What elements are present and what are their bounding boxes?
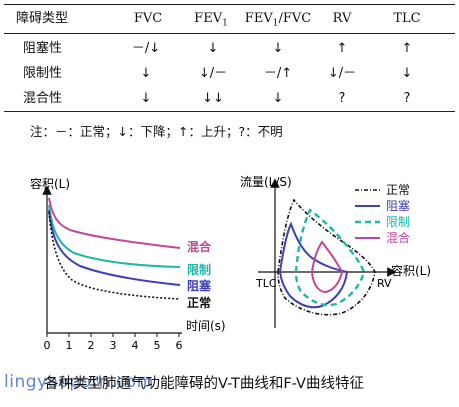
row-mixed-ratio: ↓ (272, 91, 284, 106)
header-fev1-fvc: FEV1/FVC (244, 11, 312, 29)
legend-obstructive-label: 阻塞 (386, 198, 410, 213)
vt-tick-4: 4 (132, 339, 139, 352)
fv-rv-label: RV (377, 277, 392, 290)
row-mixed-rv: ? (338, 91, 346, 106)
legend-restrictive-label: 限制 (386, 215, 410, 229)
vt-label-normal: 正常 (187, 295, 211, 310)
vt-chart: 容积(L) 时间(s) 0 1 2 3 4 5 6 混合 限制 阻塞 正常 (30, 176, 226, 352)
table-bottom-rule (4, 111, 455, 112)
row-mixed-type: 混合性 (23, 91, 63, 106)
header-type: 障碍类型 (16, 11, 69, 26)
row-obstructive-rv: ↑ (336, 41, 348, 56)
table-header-rule (4, 33, 455, 34)
vt-curve-mixed (48, 197, 181, 249)
vt-tick-3: 3 (110, 339, 117, 352)
row-restrictive-fev1: ↓/－ (198, 66, 228, 81)
fv-legend: 正常 阻塞 限制 混合 (355, 183, 410, 245)
vt-ticks: 0 1 2 3 4 5 6 (44, 333, 183, 352)
fv-loop-restrictive (294, 208, 366, 307)
vt-tick-0: 0 (44, 339, 51, 352)
vt-tick-5: 5 (154, 339, 161, 352)
row-obstructive-ratio: ↓ (272, 41, 284, 56)
legend-mixed-label: 混合 (386, 230, 410, 245)
header-fvc: FVC (133, 11, 163, 26)
row-obstructive-fvc: －/↓ (131, 41, 161, 56)
row-mixed-tlc: ? (403, 91, 411, 106)
header-tlc: TLC (393, 11, 421, 26)
row-restrictive-ratio: －/↑ (263, 66, 293, 81)
row-restrictive-fvc: ↓ (140, 66, 152, 81)
row-mixed-fvc: ↓ (140, 91, 152, 106)
vt-label-restrictive: 限制 (187, 262, 211, 277)
row-restrictive-tlc: ↓ (401, 66, 413, 81)
legend-normal-label: 正常 (386, 183, 410, 197)
table-note: 注：－：正常；↓：下降；↑：上升；?：不明 (30, 124, 283, 139)
row-mixed-fev1: ↓↓ (202, 91, 224, 106)
table-top-rule (4, 4, 455, 5)
vt-label-obstructive: 阻塞 (187, 278, 212, 293)
row-restrictive-rv: ↓/－ (327, 66, 357, 81)
vt-curve-obstructive (48, 209, 181, 286)
vt-curve-normal (48, 211, 181, 300)
row-obstructive-tlc: ↑ (401, 41, 413, 56)
fv-loop-normal (277, 198, 376, 316)
vt-tick-6: 6 (176, 339, 183, 352)
vt-label-mixed: 混合 (187, 239, 212, 254)
fv-xlabel: 容积(L) (391, 263, 431, 278)
fv-tlc-label: TLC (255, 277, 277, 290)
row-obstructive-fev1: ↓ (207, 41, 219, 56)
vt-ylabel: 容积(L) (30, 176, 70, 191)
vt-tick-1: 1 (66, 339, 73, 352)
vt-xlabel: 时间(s) (186, 319, 226, 333)
vt-curve-restrictive (48, 204, 181, 268)
watermark: lingyaoporn.com (4, 372, 154, 392)
row-obstructive-type: 阻塞性 (23, 41, 63, 56)
fv-loop-mixed (310, 240, 344, 294)
fv-ylabel: 流量(L/S) (240, 175, 292, 189)
header-rv: RV (332, 11, 352, 26)
vt-tick-2: 2 (88, 339, 95, 352)
fv-loop-obstructive (278, 221, 349, 309)
figure-caption: 各种类型肺通气功能障碍的V-T曲线和F-V曲线特征 (44, 376, 364, 392)
fv-chart: 流量(L/S) 容积(L) TLC RV 正常 阻塞 限制 混合 (240, 175, 431, 328)
header-fev1: FEV1 (194, 11, 228, 29)
row-restrictive-type: 限制性 (23, 66, 63, 81)
